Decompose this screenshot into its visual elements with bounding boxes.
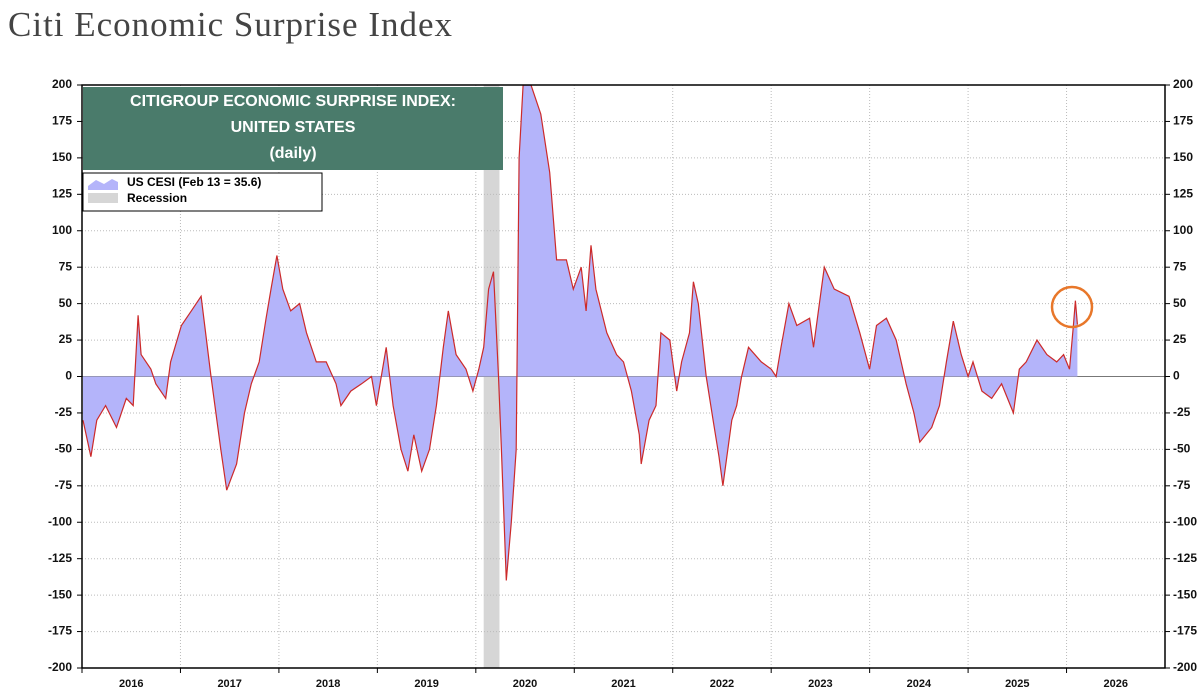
legend-label: Recession	[127, 191, 187, 205]
y-tick-label: 175	[52, 114, 72, 128]
y-tick-label: 150	[52, 150, 72, 164]
y2-tick-label: 125	[1173, 186, 1193, 200]
y2-tick-label: -175	[1173, 624, 1197, 638]
y2-tick-label: 175	[1173, 114, 1193, 128]
x-tick-label: 2018	[316, 678, 340, 688]
y2-tick-label: -150	[1173, 587, 1197, 601]
page-title: Citi Economic Surprise Index	[8, 5, 453, 44]
y-tick-label: -100	[48, 514, 72, 528]
y-tick-label: 100	[52, 223, 72, 237]
x-tick-label: 2019	[414, 678, 438, 688]
y-tick-label: 75	[59, 259, 73, 273]
plot-frame	[81, 84, 1166, 669]
y-tick-label: -200	[48, 660, 72, 674]
y2-tick-label: 75	[1173, 259, 1187, 273]
y2-tick-label: 100	[1173, 223, 1193, 237]
title-box	[83, 87, 503, 170]
y2-tick-label: 200	[1173, 77, 1193, 91]
x-tick-label: 2020	[513, 678, 537, 688]
legend-swatch	[88, 179, 118, 190]
y-tick-label: -50	[55, 442, 73, 456]
box-title-line: (daily)	[269, 145, 316, 162]
box-title-line: UNITED STATES	[231, 119, 356, 136]
series-line	[82, 85, 1078, 581]
y2-tick-label: 150	[1173, 150, 1193, 164]
y-tick-label: -175	[48, 624, 72, 638]
y-tick-label: 25	[59, 332, 73, 346]
x-tick-label: 2026	[1104, 678, 1128, 688]
legend-swatch	[88, 193, 118, 203]
x-tick-label: 2023	[808, 678, 832, 688]
y2-tick-label: -100	[1173, 514, 1197, 528]
x-tick-label: 2021	[611, 678, 635, 688]
y2-tick-label: 0	[1173, 369, 1180, 383]
y-tick-label: 125	[52, 186, 72, 200]
y-tick-label: 50	[59, 296, 73, 310]
y-tick-label: -25	[55, 405, 73, 419]
x-tick-label: 2016	[119, 678, 143, 688]
x-tick-label: 2024	[907, 678, 932, 688]
y2-tick-label: -25	[1173, 405, 1191, 419]
y2-tick-label: -200	[1173, 660, 1197, 674]
y-tick-label: -150	[48, 587, 72, 601]
y2-tick-label: 50	[1173, 296, 1187, 310]
y-tick-label: 200	[52, 77, 72, 91]
y2-tick-label: 25	[1173, 332, 1187, 346]
y-tick-label: -75	[55, 478, 73, 492]
y2-tick-label: -75	[1173, 478, 1191, 492]
y2-tick-label: -50	[1173, 442, 1191, 456]
x-tick-label: 2017	[217, 678, 241, 688]
box-title-line: CITIGROUP ECONOMIC SURPRISE INDEX:	[130, 93, 456, 110]
y-tick-label: -125	[48, 551, 72, 565]
highlight-circle	[1050, 285, 1094, 329]
legend-box	[82, 172, 323, 212]
legend-label: US CESI (Feb 13 = 35.6)	[127, 175, 261, 189]
series-area	[83, 85, 1078, 581]
y2-tick-label: -125	[1173, 551, 1197, 565]
x-tick-label: 2025	[1005, 678, 1029, 688]
x-tick-label: 2022	[710, 678, 734, 688]
y-tick-label: 0	[65, 369, 72, 383]
